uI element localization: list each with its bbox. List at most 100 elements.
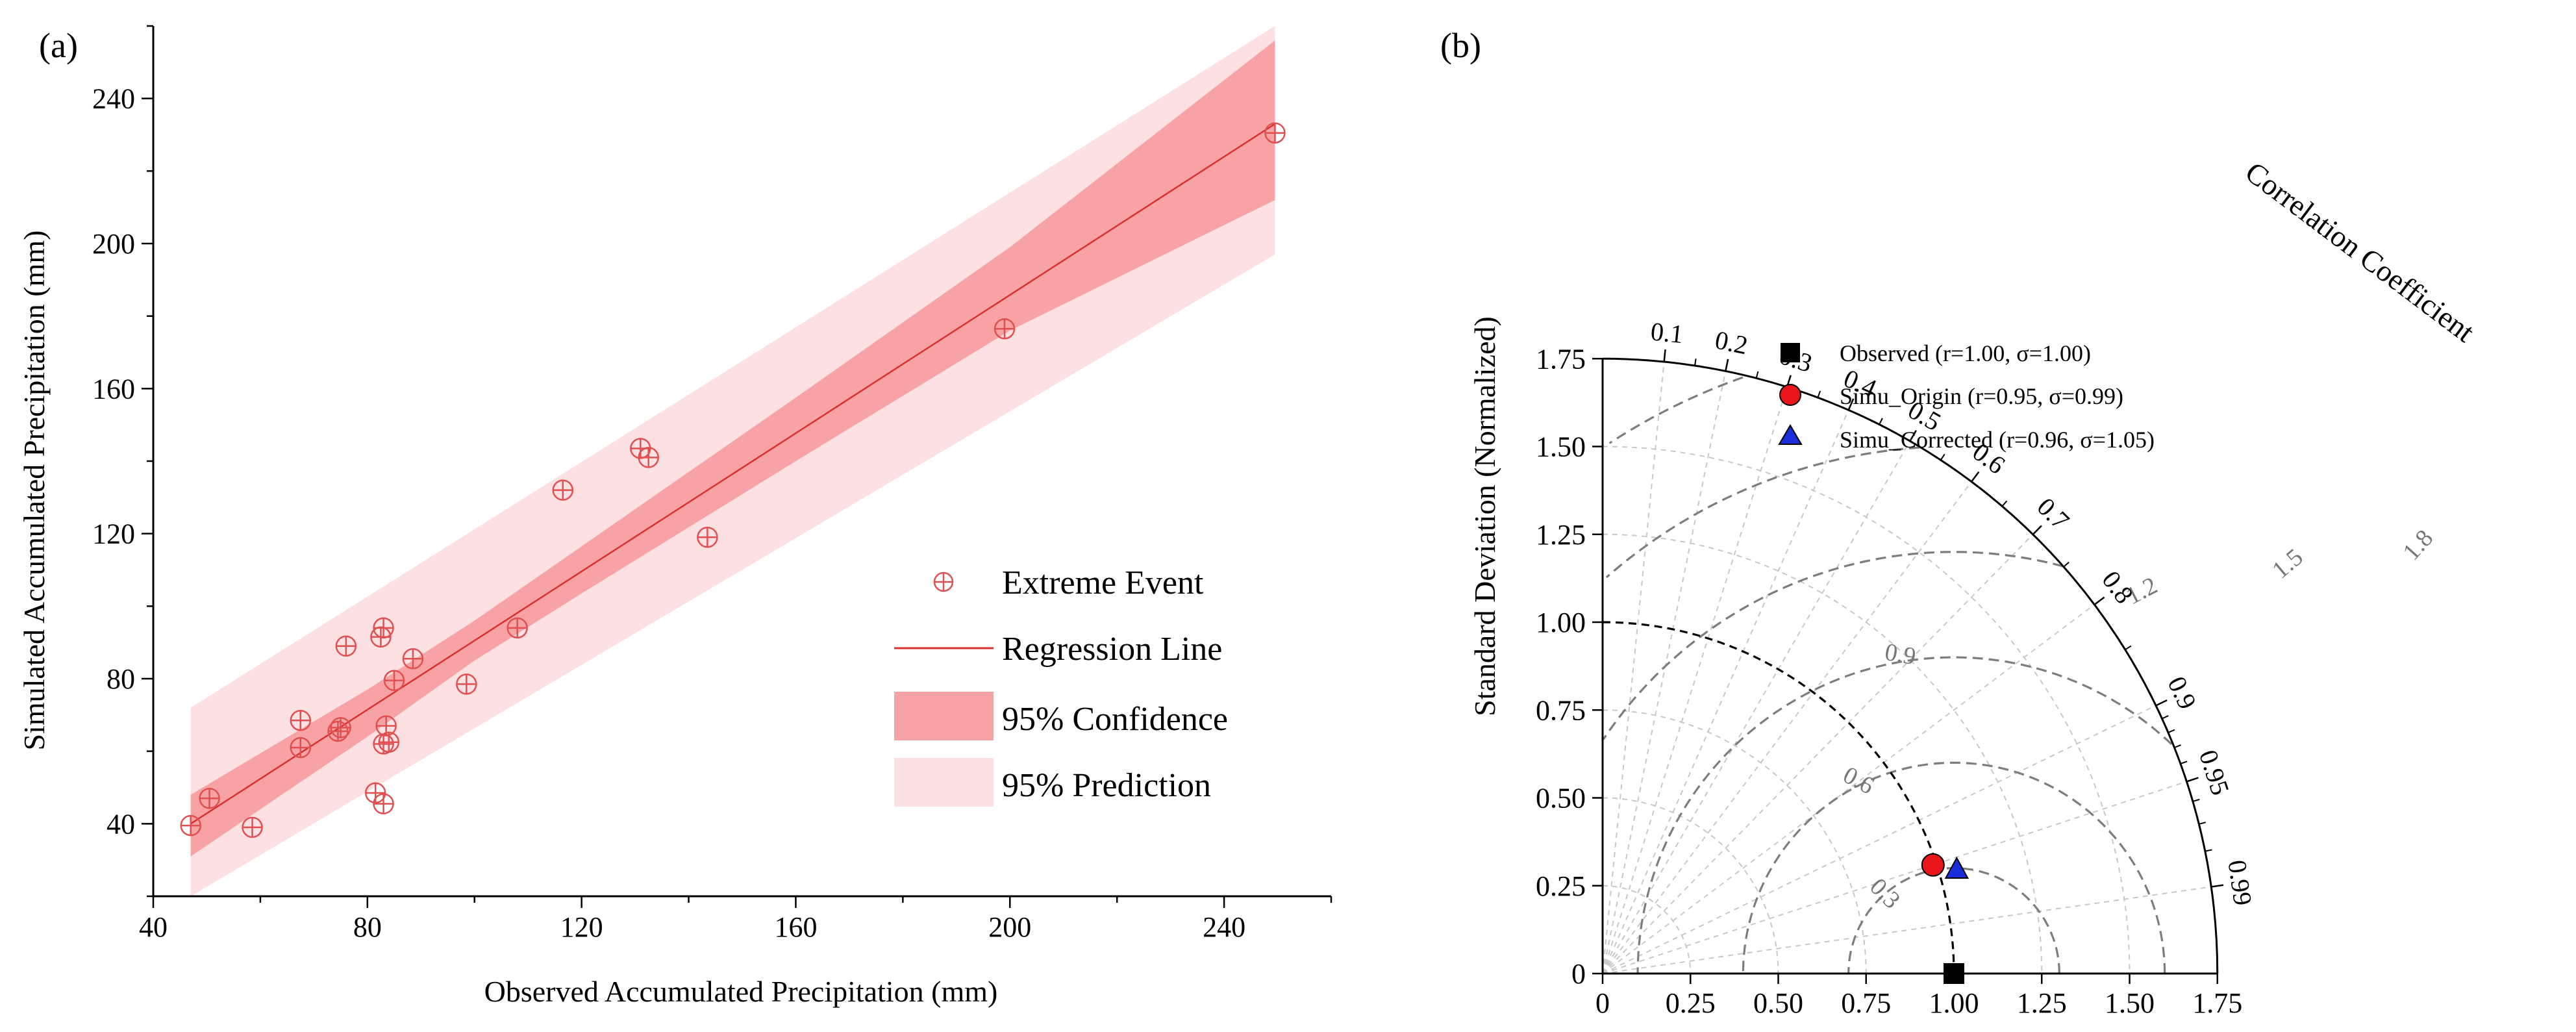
x-tick-label-a: 80 — [353, 911, 382, 943]
legend-marker-observed — [1781, 343, 1800, 362]
legend-label-observed: Observed (r=1.00, σ=1.00) — [1840, 340, 2091, 366]
legend-label-prediction: 95% Prediction — [1002, 767, 1211, 804]
data-point — [242, 816, 263, 838]
panel-a-label: (a) — [39, 26, 78, 65]
rms-label: 1.8 — [2397, 525, 2438, 566]
panel-b-label: (b) — [1440, 26, 1481, 65]
data-point — [456, 673, 477, 695]
correlation-tick — [1725, 359, 1729, 371]
correlation-tick-label: 0.95 — [2194, 746, 2236, 799]
std-x-tick-label: 0 — [1595, 987, 1610, 1019]
std-x-tick-label: 0.50 — [1753, 987, 1803, 1019]
taylor-point-observed — [1944, 963, 1964, 984]
rms-arc — [1602, 551, 2064, 740]
std-x-tick-label: 1.00 — [1929, 987, 1979, 1019]
correlation-axis-title: Correlation Coefficient — [2239, 155, 2481, 349]
axes-a: 40 80 120 160 200 240 40 80 120 160 200 240 — [92, 25, 1332, 943]
taylor-point-simu-origin — [1921, 853, 1945, 877]
taylor-points — [1921, 853, 1970, 984]
legend-label-simu-origin: Simu_Origin (r=0.95, σ=0.99) — [1840, 383, 2123, 409]
correlation-grid-line — [1602, 361, 1665, 974]
std-y-tick-label: 1.00 — [1536, 607, 1586, 638]
regression-line-group — [190, 123, 1276, 825]
y-axis-label-a: Simulated Accumulated Precipitation (mm) — [18, 231, 51, 751]
correlation-grid-line — [1602, 440, 1911, 974]
y-tick-label-a: 80 — [106, 663, 135, 695]
taylor-axes: 0 0.25 0.50 0.75 1.00 1.25 1.50 1.75 0 0.25 0.50 0.… — [1536, 316, 2258, 1019]
correlation-minor-tick — [1694, 359, 1697, 366]
y-tick-label-a: 240 — [92, 83, 135, 115]
legend-marker-prediction — [894, 758, 994, 807]
legend-marker-simu-origin — [1779, 384, 1801, 406]
correlation-minor-tick — [2199, 822, 2207, 825]
std-y-tick-label: 0.25 — [1536, 870, 1586, 902]
correlation-minor-tick — [2001, 500, 2008, 507]
std-grid-arc — [1602, 446, 2131, 974]
legend-label-confidence: 95% Confidence — [1002, 701, 1228, 738]
y-axis-label-b: Standard Deviation (Normalized) — [1468, 316, 1501, 716]
correlation-tick — [1971, 471, 1980, 483]
scatter-points — [180, 122, 1286, 838]
correlation-minor-tick — [2174, 744, 2181, 748]
legend-marker-simu-corrected — [1778, 424, 1803, 445]
correlation-minor-tick — [2162, 715, 2169, 720]
correlation-tick — [2032, 525, 2042, 535]
legend-marker-extreme-event — [933, 572, 954, 592]
rms-arc — [1742, 761, 2166, 974]
correlation-grid-line — [1602, 781, 2187, 974]
reference-std-arc — [1602, 621, 1955, 974]
data-point — [638, 447, 659, 468]
data-point — [330, 717, 351, 738]
std-y-tick-label: 1.75 — [1536, 343, 1586, 375]
y-tick-label-a: 200 — [92, 228, 135, 260]
data-point — [199, 788, 220, 809]
correlation-tick-label: 0.2 — [1712, 325, 1750, 360]
correlation-minor-tick — [2180, 761, 2188, 764]
correlation-minor-tick — [2205, 849, 2212, 852]
correlation-outer-arc — [1602, 357, 2219, 974]
correlation-tick — [2211, 884, 2224, 888]
data-point — [378, 731, 400, 753]
data-point — [290, 709, 311, 731]
data-point — [180, 814, 201, 837]
std-grid-arc — [1602, 533, 2043, 974]
correlation-tick — [2155, 699, 2168, 707]
taylor-diagram-panel: (b) 0.30.60.91.21.5 1.8 00.250.500.751.00… — [1440, 26, 2481, 1019]
correlation-minor-tick — [2168, 729, 2175, 733]
correlation-minor-tick — [2063, 561, 2070, 568]
x-tick-label-a: 200 — [988, 911, 1031, 943]
rms-label: 1.5 — [2267, 544, 2308, 585]
correlation-tick — [2186, 777, 2199, 783]
std-x-tick-label: 1.50 — [2105, 987, 2155, 1019]
legend-label-extreme-event: Extreme Event — [1002, 564, 1204, 601]
correlation-tick-label: 0.99 — [2223, 858, 2258, 907]
y-tick-label-a: 40 — [106, 808, 135, 840]
correlation-grid-line — [1602, 386, 1788, 974]
correlation-grid-line — [1602, 705, 2157, 974]
data-point — [697, 527, 718, 548]
correlation-tick-label: 0.9 — [2162, 672, 2202, 714]
y-tick-label-a: 120 — [92, 518, 135, 550]
taylor-point-simu-corrected — [1944, 856, 1970, 879]
x-tick-label-a: 160 — [774, 911, 817, 943]
std-y-tick-label: 1.50 — [1536, 431, 1586, 463]
y-tick-label-a: 160 — [92, 373, 135, 405]
std-x-tick-label: 0.25 — [1666, 987, 1716, 1019]
std-grid-arc — [1602, 797, 1779, 974]
rms-arc — [1605, 446, 1920, 579]
std-y-tick-label: 0 — [1571, 958, 1586, 990]
regression-panel: (a) 40 80 120 160 200 240 40 80 120 160 200 240 Obs… — [18, 25, 1332, 1008]
correlation-tick — [1909, 430, 1917, 442]
correlation-grid-line — [1602, 534, 2034, 974]
x-axis-label-a: Observed Accumulated Precipitation (mm) — [484, 975, 998, 1008]
legend-label-simu-corrected: Simu_Corrected (r=0.96, σ=1.05) — [1840, 427, 2155, 453]
data-point — [290, 736, 311, 759]
x-tick-label-a: 240 — [1203, 911, 1245, 943]
correlation-grid-line — [1602, 886, 2212, 974]
std-y-tick-label: 0.75 — [1536, 694, 1586, 726]
data-point — [506, 617, 528, 639]
regression-line — [190, 123, 1276, 825]
rms-label: 0.9 — [1882, 638, 1918, 671]
data-point — [373, 793, 394, 814]
